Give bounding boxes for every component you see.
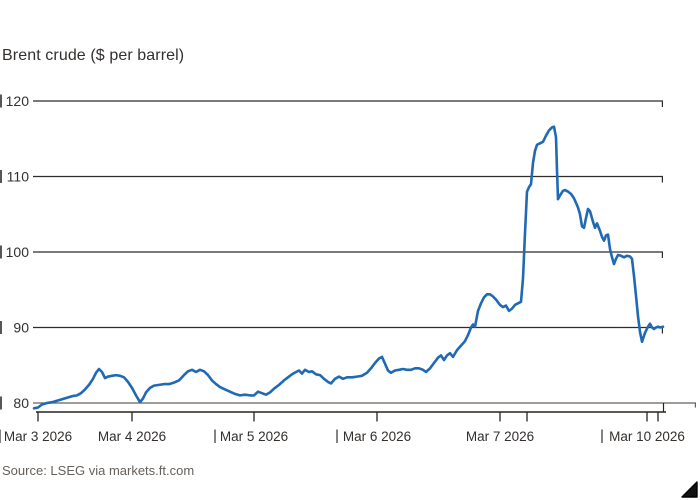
y-tick-label: 80 xyxy=(13,395,29,411)
source-note: Source: LSEG via markets.ft.com xyxy=(2,463,195,478)
y-tick-label: 110 xyxy=(7,169,30,185)
x-tick-label: Mar 6 2026 xyxy=(343,429,411,444)
y-tick-label: 100 xyxy=(6,244,30,260)
chart-title: Brent crude ($ per barrel) xyxy=(2,47,185,64)
price-line xyxy=(32,125,665,410)
x-tick-label: Mar 4 2026 xyxy=(98,429,166,444)
x-tick-label: Mar 5 2026 xyxy=(220,429,288,444)
y-tick-label: 120 xyxy=(6,93,30,109)
x-tick-label: Mar 7 2026 xyxy=(466,429,534,444)
resize-handle-icon[interactable] xyxy=(681,481,698,498)
y-tick-label: 90 xyxy=(13,320,29,336)
x-tick-label: Mar 10 2026 xyxy=(609,429,685,444)
x-tick-label: Mar 3 2026 xyxy=(4,429,72,444)
